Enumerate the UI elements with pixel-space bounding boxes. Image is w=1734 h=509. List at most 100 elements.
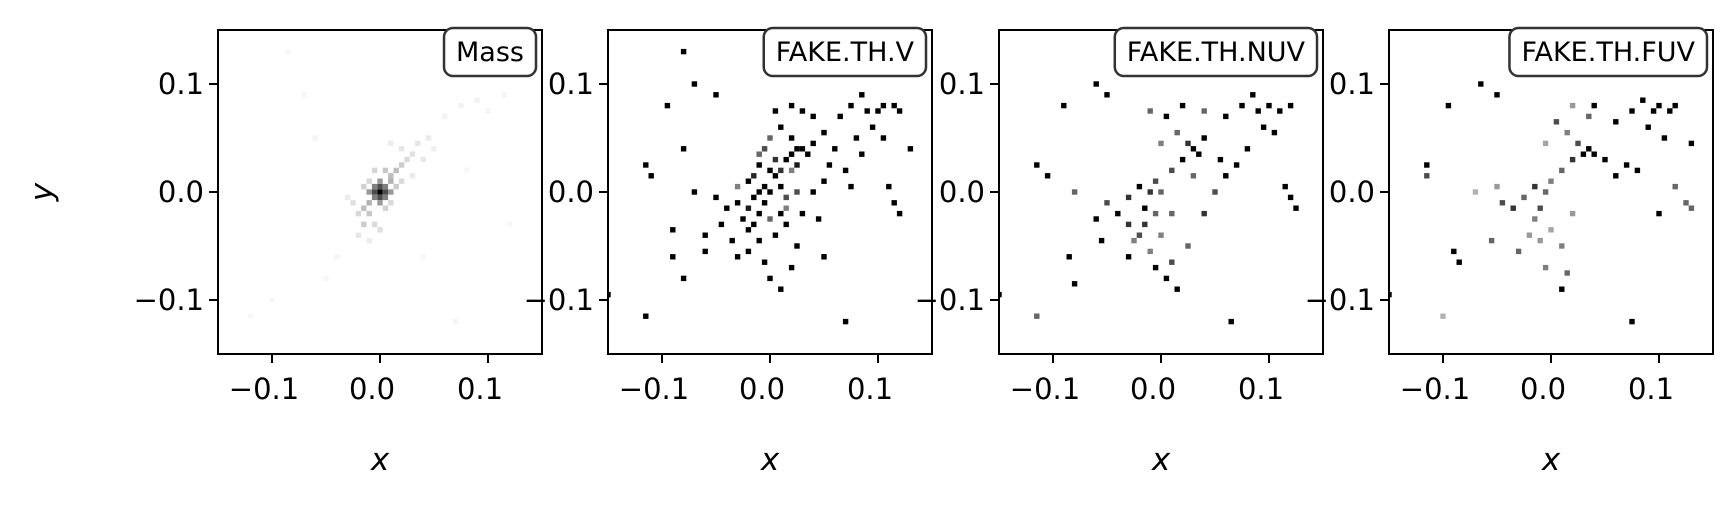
heatmap-cell — [442, 113, 448, 120]
heatmap-cell — [371, 189, 378, 195]
heatmap-cell — [756, 162, 762, 168]
heatmap-cell — [1271, 129, 1278, 136]
heatmap-cell — [680, 48, 687, 55]
heatmap-cell — [670, 227, 676, 233]
heatmap-cell — [377, 227, 383, 233]
heatmap-cell — [734, 254, 741, 260]
heatmap-cell — [382, 189, 389, 195]
heatmap-cell — [1548, 178, 1554, 184]
heatmap-cell — [799, 108, 806, 114]
heatmap-cell — [1499, 200, 1506, 206]
heatmap-cell — [377, 194, 383, 201]
heatmap-cell — [1152, 210, 1159, 217]
heatmap-cell — [382, 167, 389, 174]
x-tick-label: 0.1 — [457, 372, 503, 406]
heatmap-cell — [691, 81, 698, 87]
heatmap-cell — [1212, 189, 1218, 195]
heatmap-cell — [767, 167, 773, 174]
heatmap-cell — [713, 194, 719, 201]
heatmap-cell — [485, 108, 491, 114]
heatmap-cells — [999, 81, 1299, 325]
heatmap-cell — [398, 178, 405, 184]
heatmap-cell — [794, 243, 800, 249]
x-axis-label: x — [370, 442, 390, 478]
heatmap-cell — [821, 129, 827, 136]
heatmap-cell — [501, 92, 507, 98]
heatmap-cell — [821, 254, 827, 260]
heatmap-cell — [388, 200, 394, 206]
heatmap-cell — [1548, 227, 1554, 233]
heatmap-cell — [1152, 178, 1159, 184]
x-axis-label: x — [1541, 442, 1561, 478]
heatmap-cell — [608, 291, 611, 298]
heatmap-cell — [842, 167, 849, 174]
heatmap-cell — [734, 183, 741, 190]
heatmap-cell — [767, 189, 773, 195]
heatmap-cell — [778, 286, 784, 292]
heatmap-cell — [247, 313, 254, 319]
heatmap-cell — [767, 216, 773, 222]
heatmap-cell — [880, 102, 887, 109]
heatmap-cell — [648, 173, 654, 179]
heatmap-cell — [1201, 210, 1207, 217]
heatmap-cell — [1142, 205, 1148, 211]
heatmap-cell — [382, 183, 389, 190]
heatmap-cell — [1185, 140, 1191, 147]
heatmap-cell — [393, 183, 399, 190]
heatmap-cell — [1125, 194, 1132, 201]
heatmap-cell — [1098, 237, 1105, 244]
heatmap-cell — [474, 97, 480, 103]
heatmap-cell — [999, 291, 1002, 298]
heatmap-cell — [1071, 281, 1078, 287]
heatmap-cell — [1569, 210, 1576, 217]
heatmap-cell — [869, 124, 876, 130]
panel-title: FAKE.TH.FUV — [1521, 37, 1695, 68]
heatmap-cell — [891, 200, 897, 206]
heatmap-cell — [1169, 210, 1175, 217]
heatmap-cell — [355, 210, 362, 217]
heatmap-cell — [691, 189, 698, 195]
heatmap-cell — [772, 156, 779, 163]
heatmap-cell — [404, 156, 410, 163]
heatmap-cell — [1521, 194, 1527, 201]
heatmap-cell — [1244, 146, 1251, 152]
heatmap-cell — [1277, 108, 1283, 114]
heatmap-cell — [745, 178, 752, 184]
heatmap-cell — [772, 173, 779, 179]
heatmap-cell — [1440, 313, 1446, 319]
panel-3: −0.1 0.0 0.1 −0.1 0.0 0.1 x FAKE.TH.NUV — [915, 26, 1324, 478]
heatmap-cell — [1656, 102, 1662, 109]
heatmap-cell — [1656, 210, 1662, 217]
heatmap-cell — [756, 151, 762, 157]
heatmap-cell — [1233, 162, 1240, 168]
heatmap-cell — [1569, 156, 1576, 163]
heatmap-cell — [1542, 189, 1549, 195]
panel-title-box — [1113, 26, 1319, 78]
heatmap-cell — [371, 183, 378, 190]
heatmap-cell — [1071, 189, 1078, 195]
heatmap-cell — [761, 259, 768, 265]
heatmap-cell — [398, 146, 405, 152]
heatmap-cell — [778, 210, 784, 217]
heatmap-cell — [772, 232, 779, 238]
heatmap-cell — [382, 205, 389, 211]
y-tick-label: 0.1 — [1329, 67, 1375, 101]
heatmap-cell — [848, 102, 854, 109]
heatmap-cell — [1526, 232, 1533, 238]
heatmap-cell — [1142, 221, 1148, 228]
heatmap-cell — [1239, 102, 1245, 109]
heatmap-cell — [1163, 113, 1170, 120]
heatmap-cell — [842, 318, 849, 325]
heatmap-cell — [1034, 162, 1040, 168]
panel-title: Mass — [456, 37, 524, 68]
heatmap-cell — [1163, 275, 1170, 282]
heatmap-cell — [1667, 108, 1673, 114]
plot-frame — [1388, 29, 1714, 355]
heatmap-cell — [805, 151, 811, 157]
panel-title: FAKE.TH.V — [776, 37, 915, 68]
x-axis-label: x — [1151, 442, 1171, 478]
heatmap-cell — [431, 146, 437, 152]
heatmap-cell — [1255, 108, 1261, 114]
heatmap-cell — [1093, 81, 1099, 87]
heatmap-cell — [1688, 140, 1695, 147]
